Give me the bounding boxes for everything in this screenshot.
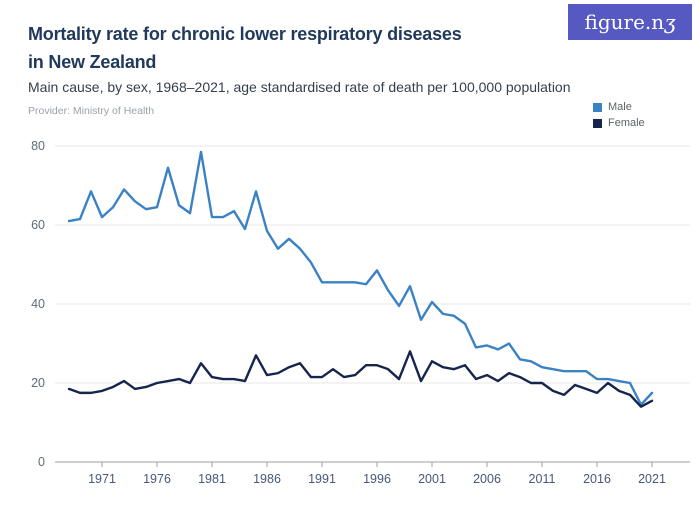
x-axis-tick-label: 2006 (473, 472, 501, 486)
figure-nz-logo[interactable]: figure.n ʒ (568, 4, 692, 40)
chart-subtitle: Main cause, by sex, 1968–2021, age stand… (28, 79, 571, 95)
title-line-1: Mortality rate for chronic lower respira… (28, 24, 462, 44)
x-axis-tick-label: 1971 (88, 472, 116, 486)
male-series-swatch (593, 102, 602, 112)
x-axis-tick-label: 1986 (253, 472, 281, 486)
female-series-line (67, 350, 654, 408)
x-axis-tick-label: 1991 (308, 472, 336, 486)
chart-legend: Male Female (593, 101, 645, 129)
female-series-swatch (593, 118, 602, 128)
male-series-line (67, 150, 654, 406)
x-axis-tick-label: 2021 (638, 472, 666, 486)
x-axis-tick-label: 1981 (198, 472, 226, 486)
x-axis-tick-label: 2001 (418, 472, 446, 486)
x-axis-tick-label: 1996 (363, 472, 391, 486)
x-axis-tick-label: 1976 (143, 472, 171, 486)
x-axis-tick-label: 2011 (529, 472, 556, 486)
x-axis-tick-label: 2016 (583, 472, 611, 486)
legend-item-female: Female (593, 117, 645, 129)
provider-label: Provider: Ministry of Health (28, 105, 155, 117)
y-axis-tick-label: 60 (31, 218, 45, 232)
y-axis-tick-label: 0 (38, 455, 45, 469)
title-line-2: in New Zealand (28, 52, 157, 72)
logo-text: figure.n (584, 10, 665, 34)
y-axis-tick-label: 40 (31, 297, 45, 311)
page-title: Mortality rate for chronic lower respira… (28, 20, 548, 76)
legend-item-male: Male (593, 101, 645, 113)
y-axis-tick-label: 20 (31, 376, 45, 390)
logo-z-glyph: ʒ (664, 10, 676, 34)
y-axis-tick-label: 80 (31, 139, 45, 153)
legend-label-female: Female (608, 117, 645, 129)
legend-label-male: Male (608, 101, 632, 113)
